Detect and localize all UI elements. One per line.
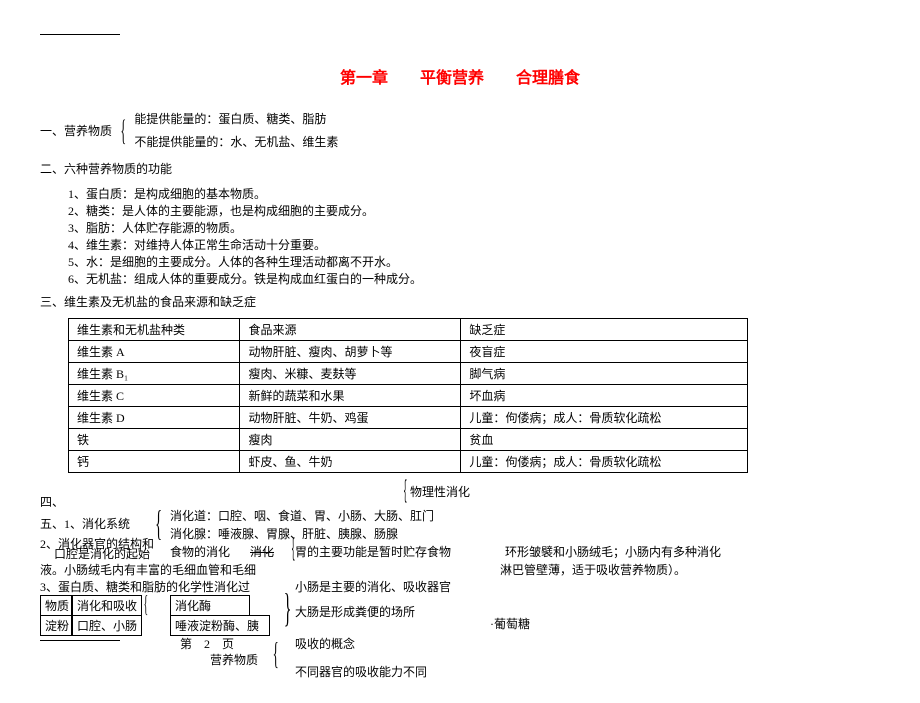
brace-icon: } bbox=[284, 598, 292, 618]
brace-icon: { bbox=[143, 595, 148, 615]
s5-line-b: 消化腺：唾液腺、胃腺、肝脏、胰腺、肠腺 bbox=[170, 525, 398, 542]
cell: 瘦肉 bbox=[240, 428, 461, 450]
table-row: 维生素 A动物肝脏、瘦肉、胡萝卜等夜盲症 bbox=[69, 340, 748, 362]
cell: 食品来源 bbox=[240, 318, 461, 340]
brace-icon: ｛ bbox=[285, 541, 295, 561]
section-2-label: 二、六种营养物质的功能 bbox=[40, 160, 880, 179]
line-oral: 口腔是消化的起始 bbox=[54, 545, 150, 562]
table-row: 维生素和无机盐种类食品来源缺乏症 bbox=[69, 318, 748, 340]
s2-item-1: 2、糖类：是人体的主要能源，也是构成细胞的主要成分。 bbox=[68, 202, 880, 219]
s4-label: 四、 bbox=[40, 493, 64, 510]
table-row: 维生素 D动物肝脏、牛奶、鸡蛋儿童：佝偻病；成人：骨质软化疏松 bbox=[69, 406, 748, 428]
s4-text: 物理性消化 bbox=[410, 483, 470, 500]
s5-line-a: 消化道：口腔、咽、食道、胃、小肠、大肠、肛门 bbox=[170, 507, 434, 524]
cell-a2: 消化和吸收 bbox=[72, 595, 142, 616]
page-num: 第 2 页 bbox=[180, 635, 234, 652]
top-underline bbox=[40, 20, 120, 35]
s2-2b: 食物的消化 bbox=[170, 543, 230, 560]
cell: 钙 bbox=[69, 450, 240, 472]
table-row: 钙虾皮、鱼、牛奶儿童：佝偻病；成人：骨质软化疏松 bbox=[69, 450, 748, 472]
bottom-underline bbox=[40, 639, 120, 641]
brace-icon: { bbox=[155, 513, 162, 533]
s1-line1: 能提供能量的：蛋白质、糖类、脂肪 bbox=[134, 108, 338, 131]
cell: 脚气病 bbox=[461, 362, 748, 384]
cell: 儿童：佝偻病；成人：骨质软化疏松 bbox=[461, 406, 748, 428]
cell-b1: 淀粉 bbox=[40, 615, 72, 636]
s2-item-5: 6、无机盐：组成人体的重要成分。铁是构成血红蛋白的一种成分。 bbox=[68, 270, 880, 287]
cell: 儿童：佝偻病；成人：骨质软化疏松 bbox=[461, 450, 748, 472]
cell: 铁 bbox=[69, 428, 240, 450]
s2-2c: 消化 bbox=[250, 543, 274, 560]
cell: 动物肝脏、牛奶、鸡蛋 bbox=[240, 406, 461, 428]
cell: 维生素 C bbox=[69, 384, 240, 406]
cell: 缺乏症 bbox=[461, 318, 748, 340]
cell-a4: 大肠是形成粪便的场所 bbox=[295, 603, 415, 620]
table-row: 维生素 C新鲜的蔬菜和水果坏血病 bbox=[69, 384, 748, 406]
table-row: 铁瘦肉贫血 bbox=[69, 428, 748, 450]
s2-item-4: 5、水：是细胞的主要成分。人体的各种生理活动都离不开水。 bbox=[68, 253, 880, 270]
table-row: 维生素 B₁瘦肉、米糠、麦麸等脚气病 bbox=[69, 362, 748, 384]
cell: 贫血 bbox=[461, 428, 748, 450]
cell-b3: 唾液淀粉酶、胰 bbox=[170, 615, 270, 636]
line-ye: 液。小肠绒毛内有丰富的毛细血管和毛细 bbox=[40, 561, 256, 578]
section-3-label: 三、维生素及无机盐的食品来源和缺乏症 bbox=[40, 293, 880, 312]
cell-b4: ·葡萄糖 bbox=[490, 615, 530, 632]
chapter-title: 第一章 平衡营养 合理膳食 bbox=[40, 64, 880, 88]
bottom-c: 不同器官的吸收能力不同 bbox=[295, 663, 427, 680]
s2-item-2: 3、脂肪：人体贮存能源的物质。 bbox=[68, 219, 880, 236]
cell: 维生素 D bbox=[69, 406, 240, 428]
s2-item-3: 4、维生素：对维持人体正常生命活动十分重要。 bbox=[68, 236, 880, 253]
cell-b2: 口腔、小肠 bbox=[72, 615, 142, 636]
s3-3b: 小肠是主要的消化、吸收器官 bbox=[295, 578, 451, 595]
section-1: 一、营养物质 { 能提供能量的：蛋白质、糖类、脂肪 不能提供能量的：水、无机盐、… bbox=[40, 108, 880, 154]
cell: 维生素 B₁ bbox=[69, 362, 240, 384]
cell: 坏血病 bbox=[461, 384, 748, 406]
cell: 动物肝脏、瘦肉、胡萝卜等 bbox=[240, 340, 461, 362]
bottom-b: 营养物质 bbox=[210, 651, 258, 668]
cell: 夜盲症 bbox=[461, 340, 748, 362]
brace-icon: ｛ bbox=[397, 483, 407, 503]
s1-label: 一、营养物质 bbox=[40, 122, 112, 139]
s2-2d: 胃的主要功能是暂时贮存食物 bbox=[295, 543, 451, 560]
s5-label: 五、1、消化系统 bbox=[40, 515, 130, 532]
lower-scattered-block: 四、 ｛ 物理性消化 五、1、消化系统 { 消化道：口腔、咽、食道、胃、小肠、大… bbox=[40, 483, 880, 683]
cell: 维生素和无机盐种类 bbox=[69, 318, 240, 340]
s2-item-0: 1、蛋白质：是构成细胞的基本物质。 bbox=[68, 185, 880, 202]
cell: 瘦肉、米糠、麦麸等 bbox=[240, 362, 461, 384]
brace-icon: { bbox=[273, 643, 279, 663]
cell-a1: 物质 bbox=[40, 595, 72, 616]
brace-icon: { bbox=[120, 116, 126, 146]
cell: 维生素 A bbox=[69, 340, 240, 362]
s2-2e: 环形皱襞和小肠绒毛；小肠内有多种消化 bbox=[505, 543, 721, 560]
s1-line2: 不能提供能量的：水、无机盐、维生素 bbox=[134, 131, 338, 154]
line-ye2: 淋巴管壁薄，适于吸收营养物质）。 bbox=[500, 561, 686, 578]
cell-a3: 消化酶 bbox=[170, 595, 250, 616]
bottom-a: 吸收的概念 bbox=[295, 635, 355, 652]
cell: 虾皮、鱼、牛奶 bbox=[240, 450, 461, 472]
nutrition-table: 维生素和无机盐种类食品来源缺乏症 维生素 A动物肝脏、瘦肉、胡萝卜等夜盲症 维生… bbox=[68, 318, 748, 473]
cell: 新鲜的蔬菜和水果 bbox=[240, 384, 461, 406]
